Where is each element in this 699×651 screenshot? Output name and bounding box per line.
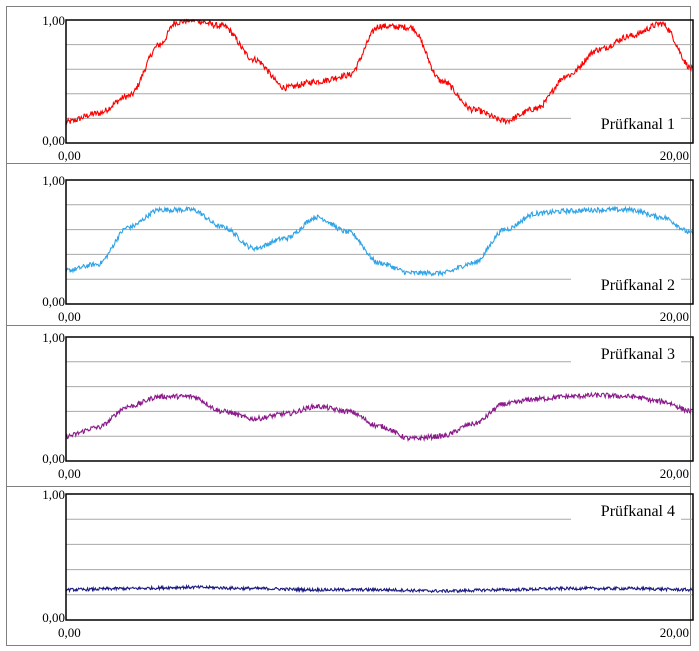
- channel-label: Prüfkanal 1: [601, 116, 675, 133]
- y-tick-label: 0,00: [42, 294, 65, 309]
- y-tick-label: 1,00: [42, 173, 65, 188]
- y-tick-label: 0,00: [42, 133, 65, 148]
- x-tick-label: 0,00: [58, 148, 81, 163]
- chart-panel-3: 1,00 0,000,00 20,00 Prüfkanal 3: [42, 330, 694, 481]
- plot-area: [65, 179, 694, 305]
- y-tick-label: 0,00: [42, 451, 65, 466]
- y-tick-label: 1,00: [42, 330, 65, 345]
- panel-divider: [6, 486, 691, 487]
- channel-label-bg: [571, 342, 681, 366]
- series-line: [65, 205, 694, 278]
- channel-label: Prüfkanal 4: [601, 503, 675, 520]
- x-tick-label: 0,00: [58, 466, 81, 481]
- series-line: [65, 18, 694, 126]
- panel-divider: [6, 163, 691, 164]
- x-tick-label: 20,00: [660, 466, 689, 481]
- channel-label: Prüfkanal 3: [601, 346, 675, 363]
- plot-area: [65, 19, 694, 144]
- series-line: [65, 391, 694, 442]
- channel-label: Prüfkanal 2: [601, 277, 675, 294]
- channel-label-bg: [571, 273, 681, 297]
- x-tick-label: 0,00: [58, 625, 81, 640]
- series-line: [65, 583, 694, 594]
- chart-panel-4: 1,00 0,000,00 20,00 Prüfkanal 4: [42, 487, 694, 640]
- panel-divider: [6, 325, 691, 326]
- x-tick-label: 20,00: [660, 309, 689, 324]
- chart-panel-1: 1,00 0,000,00 20,00 Prüfkanal 1: [42, 13, 694, 163]
- plot-area: [65, 336, 694, 462]
- chart-panel-2: 1,00 0,000,00 20,00 Prüfkanal 2: [42, 173, 694, 324]
- y-tick-label: 0,00: [42, 610, 65, 625]
- x-tick-label: 20,00: [660, 625, 689, 640]
- y-tick-label: 1,00: [42, 13, 65, 28]
- channel-label-bg: [571, 112, 681, 136]
- x-tick-label: 0,00: [58, 309, 81, 324]
- y-tick-label: 1,00: [42, 487, 65, 502]
- x-tick-label: 20,00: [660, 148, 689, 163]
- channel-label-bg: [571, 499, 681, 523]
- plot-area: [65, 493, 694, 621]
